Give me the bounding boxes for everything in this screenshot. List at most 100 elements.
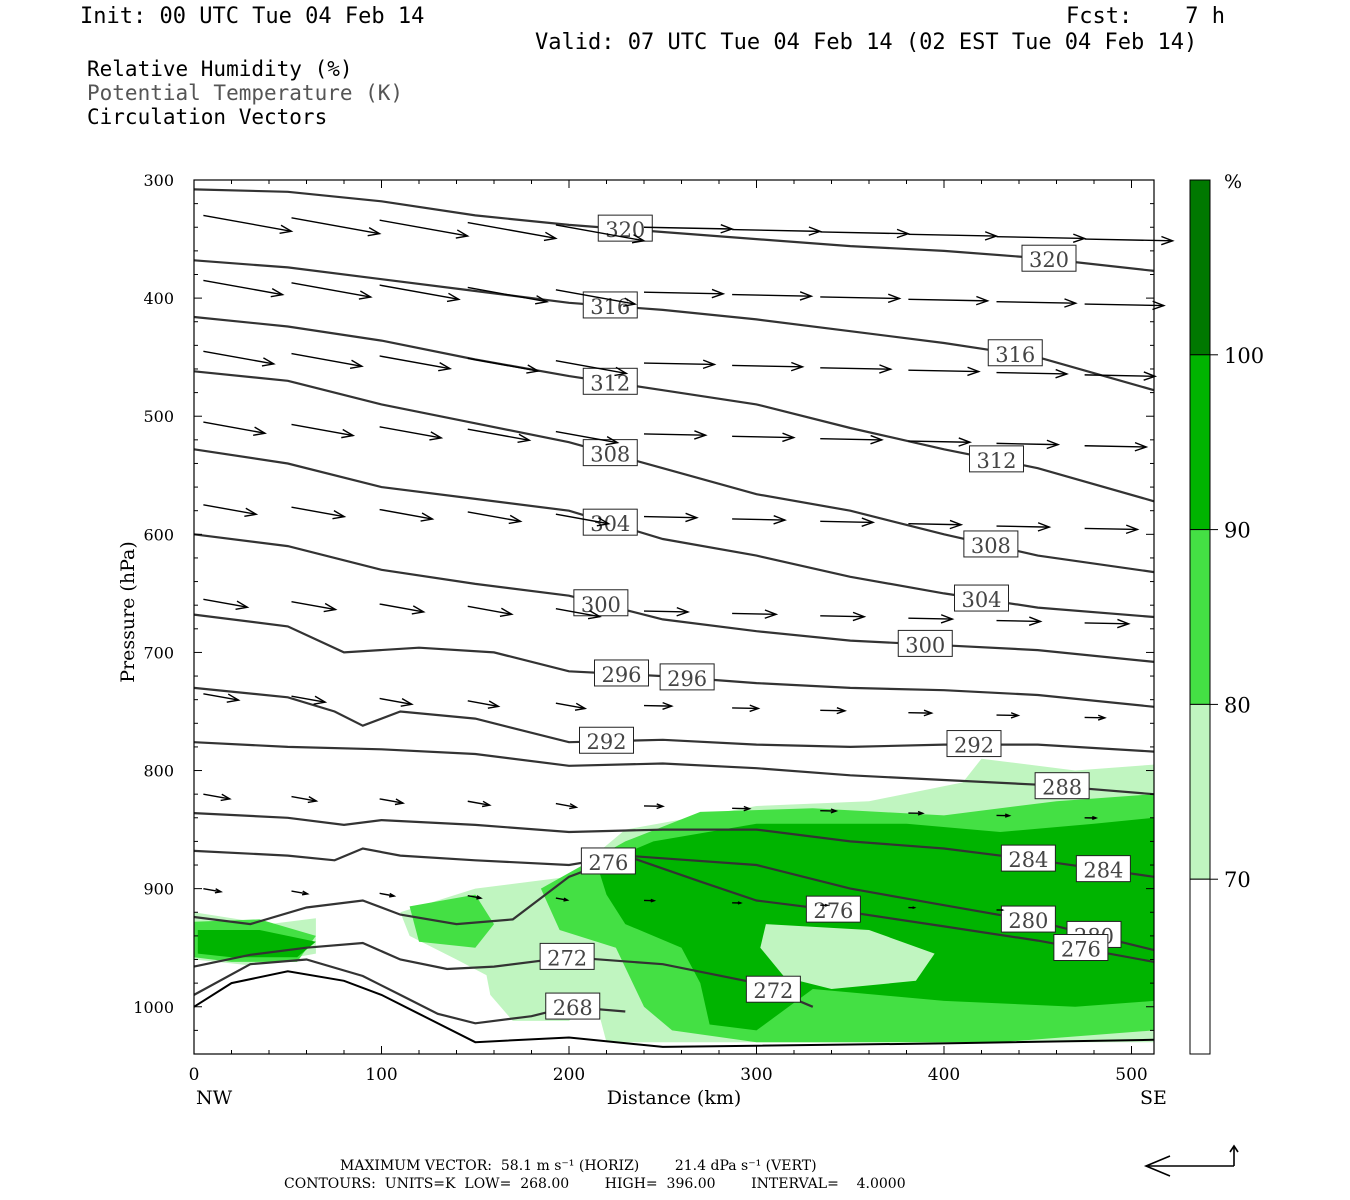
vector-head [870,434,884,445]
vector-shaft [291,506,345,518]
vector-head [824,903,830,907]
vector-shaft [555,513,609,525]
vector-head [270,287,285,298]
vector-head [836,707,847,715]
vector-shaft [379,284,459,301]
vector-head [737,901,743,905]
vector-head [1028,616,1043,626]
vector-head [949,519,964,530]
contour-label: 284 [1083,859,1123,883]
contour-label: 284 [1008,848,1048,872]
vector-shaft [379,697,412,705]
vector-shaft [820,367,891,370]
vector-shaft [203,350,274,365]
vector-head [887,293,902,304]
vector-head [676,606,691,617]
contour-label: 312 [976,449,1016,473]
vector-head [313,695,328,705]
reference-vector-icon [1143,1144,1239,1177]
contour-label-box [582,367,638,395]
vector-head [429,431,444,441]
vector-shaft [555,608,600,618]
vector-head [420,512,435,522]
max-vector-note: MAXIMUM VECTOR: 58.1 m s⁻¹ (HORIZ) 21.4 … [340,1158,817,1174]
vector-head [226,693,241,703]
vector-head [1064,298,1078,308]
vector-head [958,437,973,447]
vector-head [508,514,523,525]
vector-head [975,295,990,306]
vector-head [631,234,646,244]
vector-head [1000,908,1005,912]
contour-label: 300 [581,593,621,617]
vector-shaft [908,440,970,443]
vector-shaft [379,355,451,370]
vector-head [711,288,726,299]
contour-label: 296 [667,667,707,691]
vector-shaft [908,298,988,302]
colorbar-label: 100 [1224,344,1264,368]
vector-head [574,702,588,711]
vector-head [517,433,532,444]
x-tick-label: 400 [928,1065,960,1085]
contour-label: 276 [1061,938,1101,962]
contour-label: 268 [553,996,593,1020]
contour-label: 300 [905,633,945,657]
x-tick-label: 200 [553,1065,585,1085]
vector-head [1037,522,1052,532]
contour-label: 276 [588,851,628,875]
contour-label: 288 [1042,776,1082,800]
vector-shaft [555,224,644,242]
vector-head [764,609,779,619]
vector-shaft [555,360,627,375]
vector-head [253,426,267,436]
vector-head [743,805,752,812]
vector-shaft [1084,527,1138,531]
legend-potential-temperature: Potential Temperature (K) [87,81,404,105]
vector-head [879,364,893,374]
contour-label: 312 [590,371,630,395]
vector-head [1134,441,1149,452]
vector-shaft [467,700,499,708]
vector-shaft [467,800,490,806]
vector-shaft [996,371,1067,375]
contour-label-box [545,992,601,1020]
vector-shaft [732,228,821,233]
contour-label-box [897,629,953,657]
contour-label-box [539,942,595,970]
x-end-label-se: SE [1140,1087,1167,1109]
contour-label: 280 [1008,909,1048,933]
vector-shaft [291,600,336,611]
vector-shaft [379,508,433,520]
vector-head [367,226,382,237]
vector-head [358,290,373,300]
vector-head [650,898,657,903]
theta-contour-320 [193,188,1155,272]
vector-head [596,517,611,527]
vector-shaft [555,289,636,305]
theta-contour-276 [193,854,1155,963]
vector-head [563,897,570,902]
vector-shaft [467,221,556,240]
plot-frame [193,179,1155,1055]
vector-shaft [467,357,539,372]
vector-shaft [820,437,882,441]
vector-shaft [379,603,424,613]
vector-head [861,517,876,527]
vector-head [400,698,414,707]
legend-relative-humidity: Relative Humidity (%) [87,57,353,81]
vector-shaft [379,798,404,804]
vector-head [662,701,674,710]
contour-label: 272 [753,979,793,1003]
vector-shaft [203,504,257,515]
contour-label: 276 [813,899,853,923]
vector-head [614,366,629,377]
vector-shaft [1084,622,1129,625]
vector-head [332,510,347,520]
vector-head [394,798,406,806]
vector-shaft [467,605,512,615]
contour-label-box [594,659,649,687]
vector-head [694,430,708,440]
vector-head [1117,618,1131,629]
